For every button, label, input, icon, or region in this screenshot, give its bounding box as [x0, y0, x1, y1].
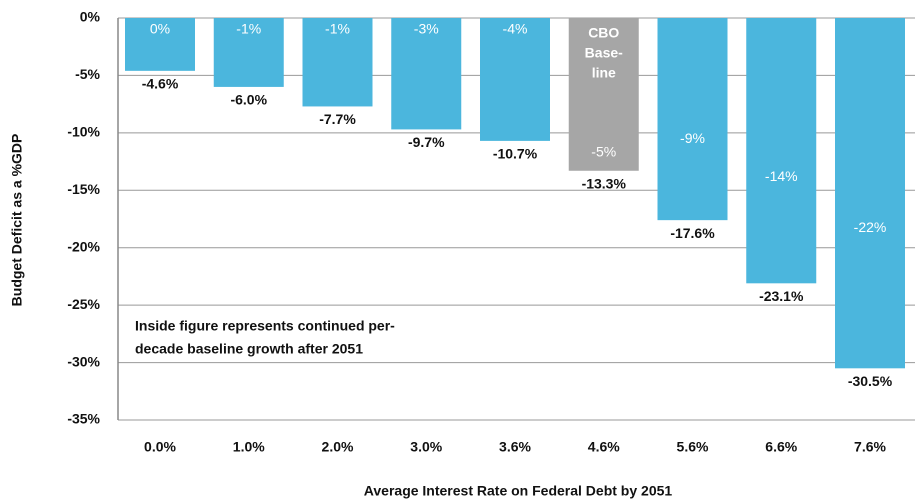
bar — [302, 18, 373, 107]
y-tick-label: 0% — [80, 9, 101, 25]
data-label: -30.5% — [848, 373, 893, 389]
y-axis-title: Budget Deficit as a %GDP — [9, 134, 25, 307]
y-tick-label: -15% — [67, 181, 100, 197]
inner-label: -1% — [325, 21, 350, 37]
data-label: -4.6% — [142, 76, 179, 92]
bar — [480, 18, 550, 141]
y-tick-label: -10% — [67, 124, 100, 140]
inner-label: -14% — [765, 168, 798, 184]
baseline-label: line — [592, 65, 616, 81]
inner-label: -22% — [854, 219, 887, 235]
data-label: -7.7% — [319, 111, 356, 127]
inner-label: -5% — [591, 143, 616, 159]
inner-label: -4% — [503, 21, 528, 37]
x-tick-label: 2.0% — [322, 439, 354, 455]
bar — [657, 18, 728, 221]
bar — [835, 18, 905, 369]
data-label: -13.3% — [582, 175, 627, 191]
x-tick-label: 0.0% — [144, 439, 176, 455]
x-tick-label: 1.0% — [233, 439, 265, 455]
x-tick-label: 6.6% — [765, 439, 797, 455]
inner-label: -9% — [680, 130, 705, 146]
x-tick-label: 3.0% — [410, 439, 442, 455]
y-tick-label: -20% — [67, 238, 100, 254]
y-tick-label: -35% — [67, 411, 100, 427]
x-tick-label: 4.6% — [588, 439, 620, 455]
inner-label: -1% — [236, 21, 261, 37]
annotation: Inside figure represents continued per- — [135, 318, 395, 334]
x-tick-label: 5.6% — [677, 439, 709, 455]
data-label: -6.0% — [230, 92, 267, 108]
y-tick-label: -25% — [67, 296, 100, 312]
inner-label: 0% — [150, 21, 170, 37]
data-label: -17.6% — [670, 225, 715, 241]
x-tick-label: 7.6% — [854, 439, 886, 455]
baseline-label: Base- — [585, 45, 623, 61]
data-label: -9.7% — [408, 134, 445, 150]
y-tick-label: -5% — [75, 66, 100, 82]
inner-label: -3% — [414, 21, 439, 37]
baseline-label: CBO — [588, 25, 619, 41]
data-label: -10.7% — [493, 146, 538, 162]
bar — [213, 18, 284, 87]
data-label: -23.1% — [759, 288, 804, 304]
y-tick-label: -30% — [67, 353, 100, 369]
x-axis-title: Average Interest Rate on Federal Debt by… — [364, 483, 673, 499]
x-tick-label: 3.6% — [499, 439, 531, 455]
bar — [391, 18, 462, 130]
bar — [125, 18, 195, 71]
bar — [568, 18, 639, 171]
bar — [746, 18, 817, 284]
annotation: decade baseline growth after 2051 — [135, 341, 363, 357]
